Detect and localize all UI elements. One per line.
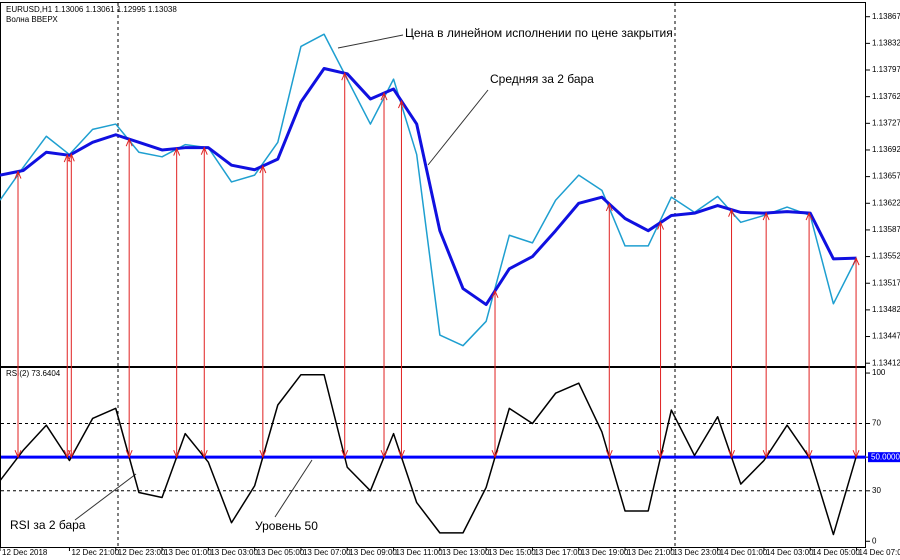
y-tick-label: 1.13762 <box>872 92 900 101</box>
arrow-head <box>259 164 267 174</box>
rsi-title: RSI(2) 73.6404 <box>6 369 61 378</box>
arrow-head <box>67 449 75 459</box>
arrow-head <box>852 449 860 459</box>
arrow-head <box>491 289 499 299</box>
arrow-head <box>657 449 665 459</box>
arrow-head <box>852 256 860 266</box>
series-line <box>0 66 857 307</box>
y-tick-label: 1.13832 <box>872 38 900 47</box>
y-tick-label: 1.13692 <box>872 145 900 154</box>
x-tick-label: 14 Dec 03:00 <box>766 548 814 557</box>
y-tick-label: 1.13412 <box>872 358 900 367</box>
arrow-head <box>341 449 349 459</box>
chart-title: EURUSD,H1 1.13006 1.13061 1.12995 1.1303… <box>6 5 177 14</box>
arrow-head <box>728 208 735 217</box>
x-tick-label: 12 Dec 21:00 <box>71 548 119 557</box>
arrow-head <box>805 211 813 221</box>
annotation-arrow <box>74 473 137 521</box>
x-tick-label: 14 Dec 07:00 <box>859 548 900 557</box>
arrow-head <box>125 449 133 459</box>
price-pane <box>0 2 866 367</box>
y-tick-label: 1.13622 <box>872 198 900 207</box>
annotation-arrow <box>274 459 313 518</box>
x-tick-label: 13 Dec 13:00 <box>442 548 490 557</box>
y-tick-label: 1.13482 <box>872 305 900 314</box>
arrow-head <box>200 449 208 459</box>
annotation-arrow <box>427 89 489 166</box>
arrow-head <box>380 449 388 459</box>
series-line <box>0 373 858 536</box>
x-tick-label: 13 Dec 07:00 <box>303 548 351 557</box>
y-tick-label: 30 <box>872 486 881 495</box>
annotation-arrow <box>337 34 404 49</box>
y-tick-label: 1.13587 <box>872 225 900 234</box>
arrow-head <box>657 221 665 230</box>
arrow-head <box>14 170 22 179</box>
x-tick-label: 14 Dec 01:00 <box>720 548 768 557</box>
annotation: RSI за 2 бара <box>10 518 86 532</box>
annotation: Средняя за 2 бара <box>490 72 594 86</box>
y-tick-label: 1.13657 <box>872 172 900 181</box>
annotation: Уровень 50 <box>255 519 318 533</box>
arrow-head <box>762 211 770 221</box>
x-tick-label: 13 Dec 23:00 <box>673 548 721 557</box>
arrow-head <box>173 449 181 459</box>
y-tick-label: 1.13552 <box>872 252 900 261</box>
arrow-head <box>491 449 499 459</box>
arrow-head <box>397 449 405 459</box>
x-tick-label: 13 Dec 03:00 <box>210 548 258 557</box>
x-tick-label: 13 Dec 09:00 <box>349 548 397 557</box>
x-tick-label: 13 Dec 21:00 <box>627 548 675 557</box>
arrow-head <box>341 71 349 81</box>
arrow-head <box>605 202 613 212</box>
arrow-head <box>397 99 405 109</box>
arrow-head <box>125 137 133 147</box>
level-label-box <box>868 452 900 463</box>
x-tick-label: 13 Dec 05:00 <box>257 548 305 557</box>
annotation: Цена в линейном исполнении по цене закры… <box>405 26 673 40</box>
y-tick-label: 1.13517 <box>872 278 900 287</box>
x-tick-label: 13 Dec 01:00 <box>164 548 212 557</box>
x-tick-label: 13 Dec 11:00 <box>396 548 444 557</box>
y-tick-label: 1.13447 <box>872 332 900 341</box>
arrow-head <box>605 449 613 459</box>
y-tick-label: 0 <box>872 536 877 545</box>
arrow-head <box>14 449 22 459</box>
arrow-head <box>380 91 388 101</box>
arrow-head <box>259 449 267 459</box>
y-tick-label: 1.13867 <box>872 12 900 21</box>
x-tick-label: 12 Dec 23:00 <box>118 548 166 557</box>
arrow-head <box>173 147 181 156</box>
arrow-head <box>200 146 208 155</box>
x-tick-label: 13 Dec 17:00 <box>534 548 582 557</box>
arrow-head <box>67 152 75 162</box>
x-tick-label: 13 Dec 19:00 <box>581 548 629 557</box>
y-tick-label: 1.13727 <box>872 118 900 127</box>
x-tick-label: 14 Dec 05:00 <box>812 548 860 557</box>
y-tick-label: 50.0000 <box>871 452 900 461</box>
x-tick-label: 13 Dec 15:00 <box>488 548 536 557</box>
x-tick-label: 12 Dec 2018 <box>2 548 48 557</box>
y-tick-label: 1.13797 <box>872 65 900 74</box>
y-tick-label: 70 <box>872 419 881 428</box>
series-line <box>0 33 858 347</box>
arrow-head <box>762 449 770 459</box>
arrow-head <box>805 449 813 459</box>
chart-subtitle: Волна ВВЕРХ <box>6 15 58 24</box>
y-tick-label: 100 <box>872 368 886 377</box>
arrow-head <box>728 449 735 459</box>
